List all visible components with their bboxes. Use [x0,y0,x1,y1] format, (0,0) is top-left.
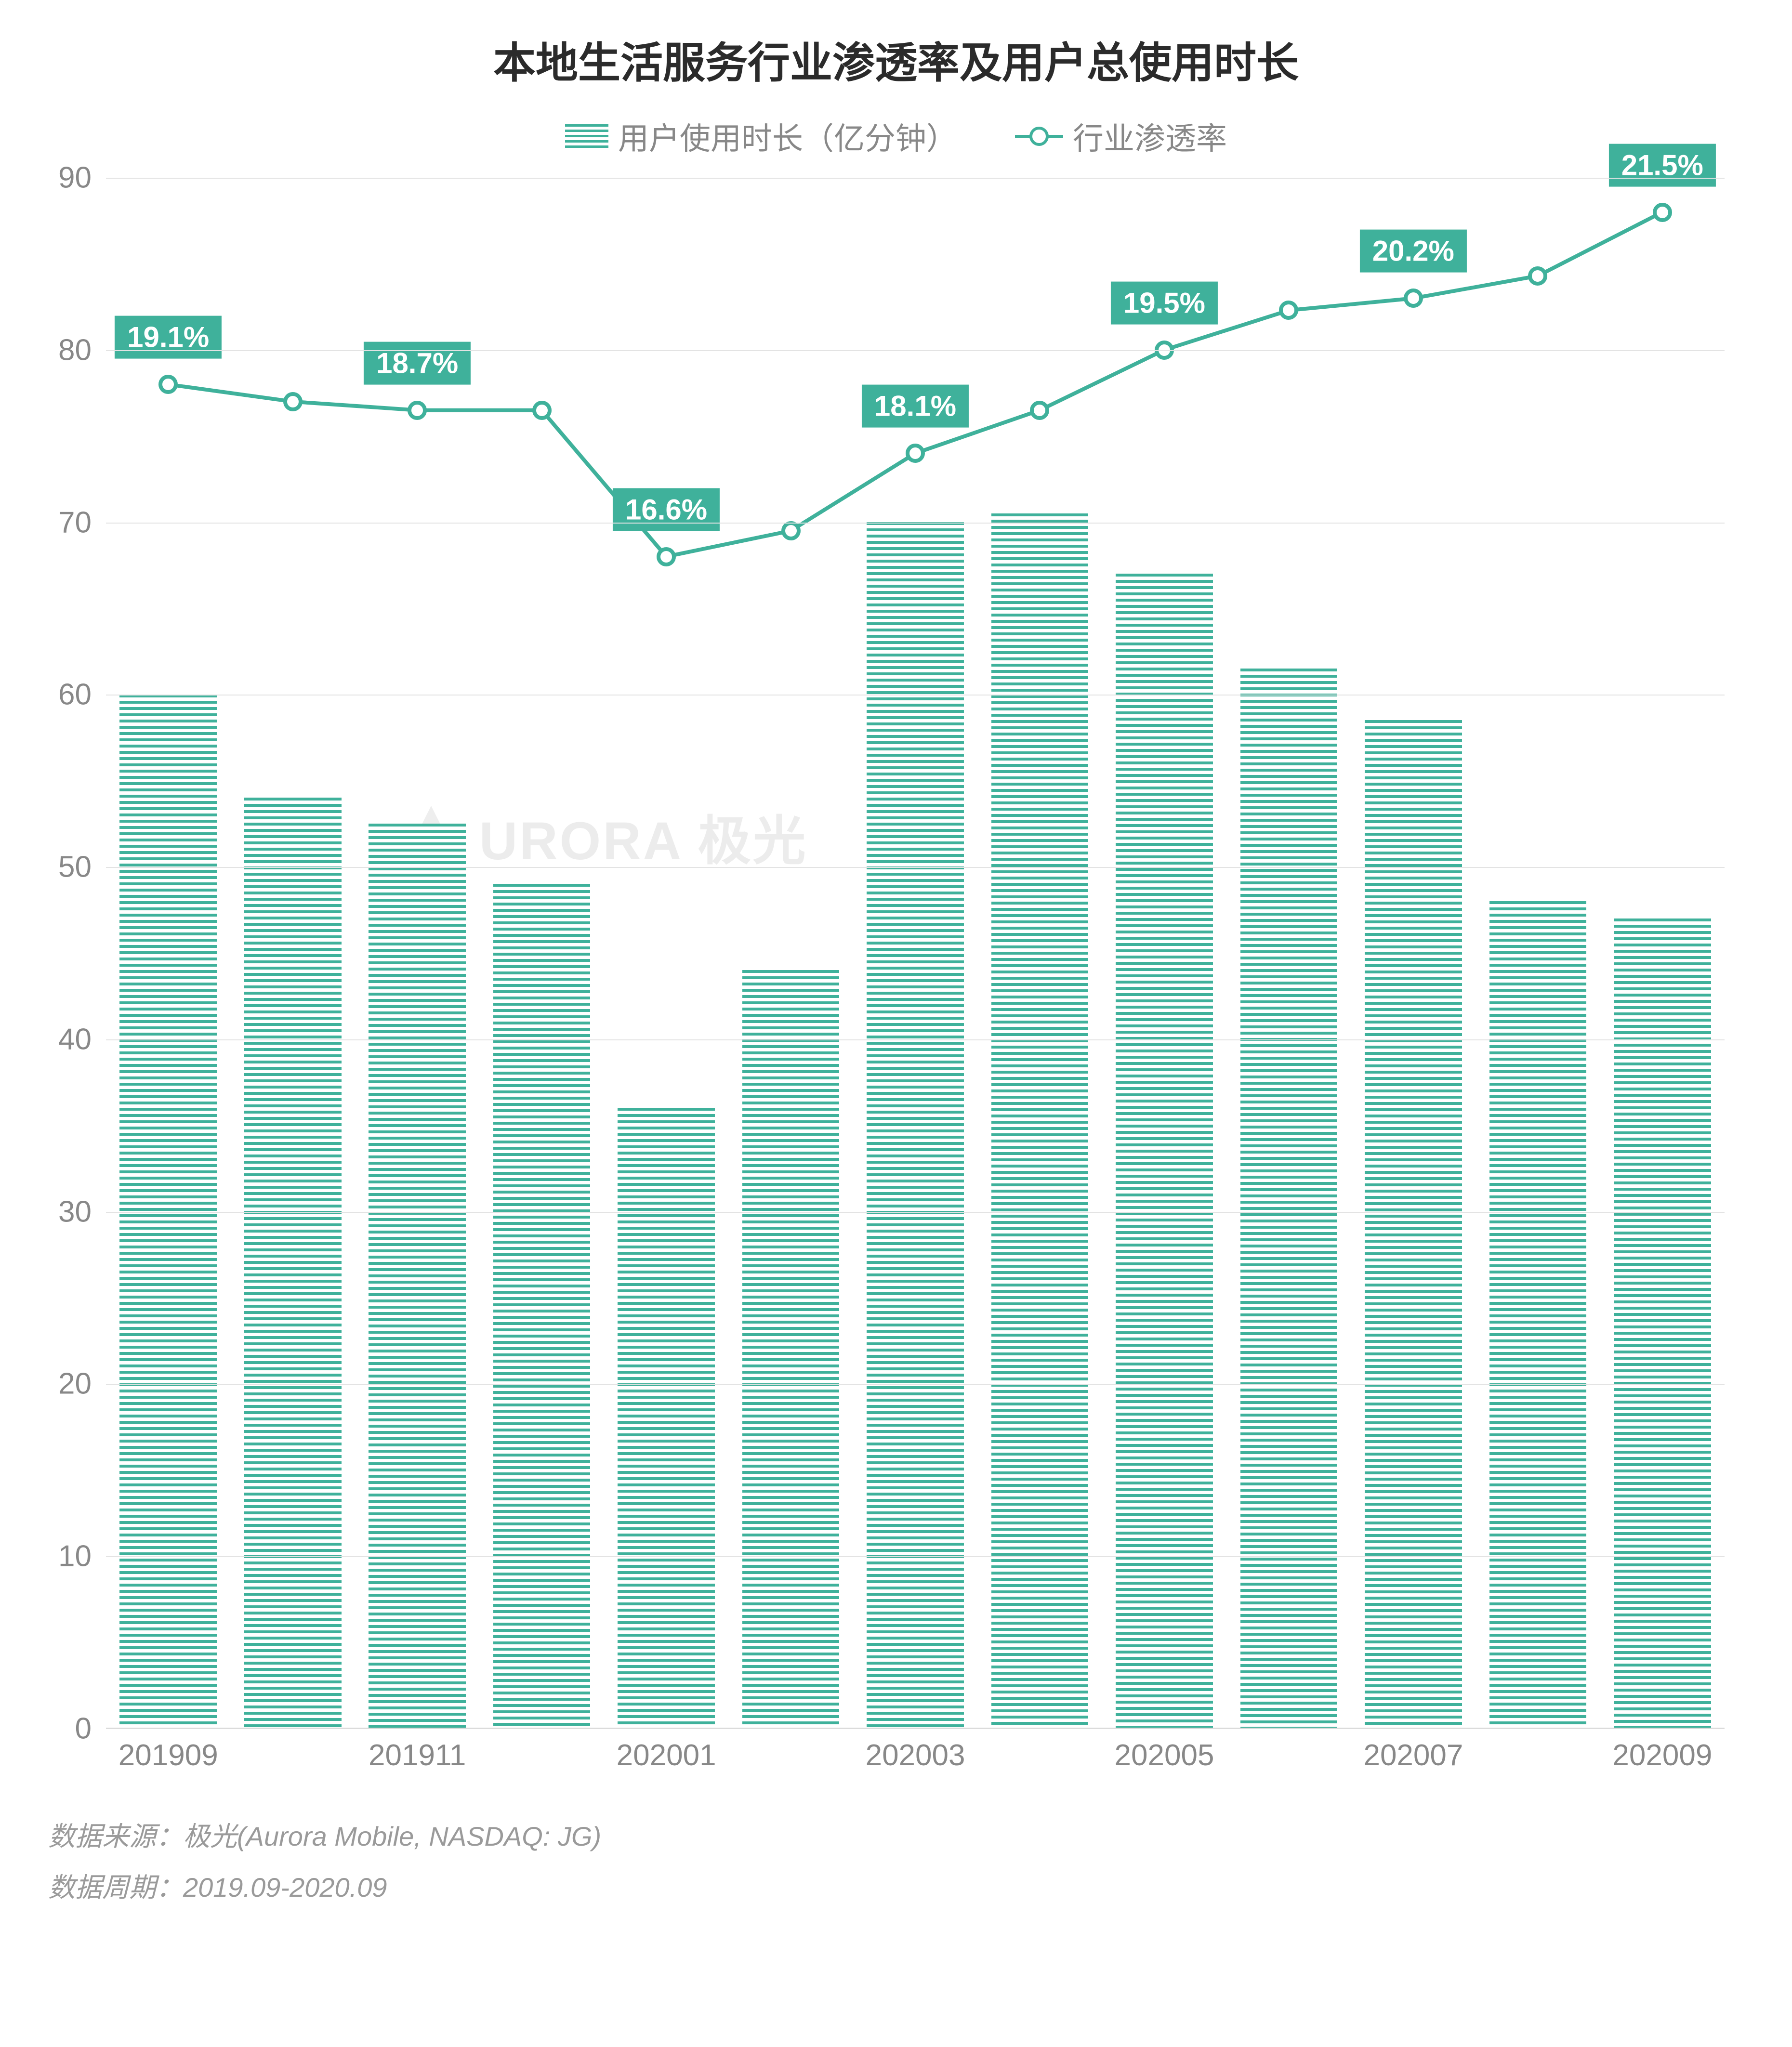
y-tick-label: 80 [58,333,106,367]
bar-slot [230,178,355,1728]
bar [493,884,591,1728]
bar [119,695,217,1728]
plot-area: URORA 极光 19.1%18.7%16.6%18.1%19.5%20.2%2… [106,178,1725,1729]
bar-slot [1476,178,1600,1728]
footnote-period-label: 数据周期： [48,1872,183,1903]
y-tick-label: 50 [58,850,106,884]
bar-slot [977,178,1102,1728]
legend-line-label: 行业渗透率 [1073,114,1227,158]
gridline [106,1212,1725,1213]
x-tick-label: 201911 [355,1738,479,1772]
x-tick-label: 202003 [853,1738,977,1772]
x-tick-label [479,1738,604,1772]
x-tick-label: 202005 [1102,1738,1226,1772]
bar-slot [355,178,479,1728]
y-tick-label: 10 [58,1539,106,1574]
bar [369,824,466,1728]
x-tick-label [230,1738,355,1772]
bar-slot [1226,178,1351,1728]
x-tick-label [728,1738,853,1772]
bar-slot [106,178,230,1728]
gridline [106,1556,1725,1557]
x-tick-label [1476,1738,1600,1772]
x-tick-label [1226,1738,1351,1772]
bar [991,513,1089,1728]
gridline [106,867,1725,868]
bar-slot [1102,178,1226,1728]
gridline [106,178,1725,179]
gridline [106,350,1725,351]
bar [618,1108,715,1728]
footnote-period-value: 2019.09-2020.09 [183,1872,387,1903]
x-tick-label [977,1738,1102,1772]
legend: 用户使用时长（亿分钟） 行业渗透率 [39,114,1753,158]
bar [1116,574,1213,1728]
chart-title: 本地生活服务行业渗透率及用户总使用时长 [39,29,1753,90]
y-tick-label: 90 [58,161,106,195]
gridline [106,1039,1725,1040]
bar-slot [728,178,853,1728]
gridline [106,523,1725,524]
gridline [106,1384,1725,1385]
y-tick-label: 40 [58,1022,106,1056]
bars-container [106,178,1725,1728]
y-tick-label: 60 [58,678,106,712]
bar [1365,720,1462,1728]
bar-slot [1351,178,1476,1728]
bar-slot [479,178,604,1728]
footnote-source-value: 极光(Aurora Mobile, NASDAQ: JG) [183,1821,601,1851]
y-tick-label: 20 [58,1367,106,1401]
x-tick-label: 202007 [1351,1738,1476,1772]
bar [742,970,840,1728]
footnotes: 数据来源：极光(Aurora Mobile, NASDAQ: JG) 数据周期：… [48,1811,1753,1914]
footnote-source: 数据来源：极光(Aurora Mobile, NASDAQ: JG) [48,1811,1753,1862]
x-tick-label: 201909 [106,1738,230,1772]
bar [1489,901,1587,1728]
bar-slot [853,178,977,1728]
bar [867,522,964,1728]
legend-bar-label: 用户使用时长（亿分钟） [618,114,957,158]
footnote-period: 数据周期：2019.09-2020.09 [48,1862,1753,1913]
y-tick-label: 0 [75,1712,106,1746]
y-tick-label: 70 [58,505,106,539]
x-tick-label: 202001 [604,1738,728,1772]
legend-line-swatch [1015,135,1063,138]
footnote-source-label: 数据来源： [48,1821,183,1851]
bar [1240,669,1338,1728]
bar [244,798,342,1728]
chart: URORA 极光 19.1%18.7%16.6%18.1%19.5%20.2%2… [106,178,1725,1772]
x-axis: 201909 201911 202001 202003 202005 20200… [106,1738,1725,1772]
legend-bar-swatch [565,124,608,148]
bar-slot [604,178,728,1728]
x-tick-label: 202009 [1600,1738,1725,1772]
legend-item-line: 行业渗透率 [1015,114,1227,158]
legend-item-bars: 用户使用时长（亿分钟） [565,114,957,158]
y-tick-label: 30 [58,1194,106,1229]
bar-slot [1600,178,1725,1728]
